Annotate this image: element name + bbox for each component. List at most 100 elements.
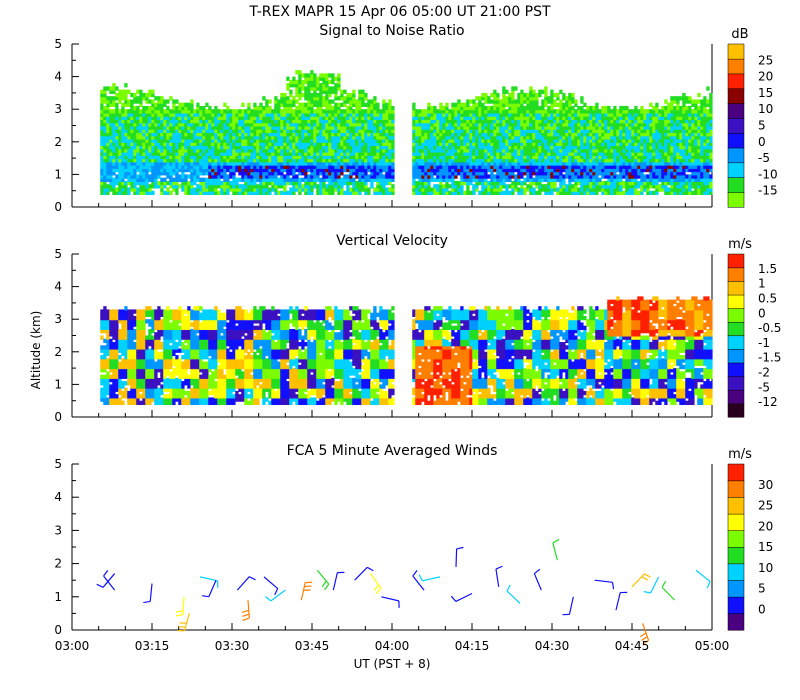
heatmap-cell xyxy=(199,112,203,117)
heatmap-cell xyxy=(445,187,449,192)
heatmap-cell xyxy=(202,145,206,150)
heatmap-cell xyxy=(160,102,164,107)
heatmap-cell xyxy=(139,141,143,147)
heatmap-cell xyxy=(346,92,350,98)
heatmap-cell xyxy=(295,180,299,186)
heatmap-cell xyxy=(436,190,440,195)
heatmap-cell xyxy=(139,109,143,114)
heatmap-cell xyxy=(217,174,221,179)
heatmap-cell xyxy=(373,105,377,111)
heatmap-cell xyxy=(118,154,122,160)
heatmap-cell xyxy=(505,171,509,176)
heatmap-cell xyxy=(310,187,314,192)
heatmap-cell xyxy=(562,118,566,124)
heatmap-cell xyxy=(163,180,167,186)
heatmap-cell xyxy=(457,171,461,176)
heatmap-cell xyxy=(517,171,521,176)
heatmap-cell xyxy=(121,187,125,192)
heatmap-cell xyxy=(274,184,278,189)
heatmap-cell xyxy=(535,184,539,189)
heatmap-cell xyxy=(499,174,503,179)
heatmap-cell xyxy=(520,89,524,94)
heatmap-cell xyxy=(550,132,554,137)
heatmap-cell xyxy=(232,161,236,166)
heatmap-cell xyxy=(424,180,428,186)
heatmap-cell xyxy=(289,99,293,104)
heatmap-cell xyxy=(430,115,434,121)
heatmap-cell xyxy=(469,132,473,137)
heatmap-cell xyxy=(472,174,476,179)
heatmap-cell xyxy=(313,89,317,94)
heatmap-cell xyxy=(550,102,554,107)
heatmap-cell xyxy=(511,174,515,179)
heatmap-cell xyxy=(424,184,428,189)
heatmap-cell xyxy=(262,190,266,195)
heatmap-cell xyxy=(544,109,548,114)
heatmap-cell xyxy=(448,167,452,173)
heatmap-cell xyxy=(229,151,233,156)
heatmap-cell xyxy=(313,180,317,186)
heatmap-cell xyxy=(205,158,209,163)
heatmap-cell xyxy=(214,158,218,163)
heatmap-cell xyxy=(526,164,530,169)
heatmap-cell xyxy=(130,128,134,134)
heatmap-cell xyxy=(232,112,236,117)
heatmap-cell xyxy=(535,141,539,147)
heatmap-cell xyxy=(472,148,476,153)
heatmap-cell xyxy=(472,167,476,173)
heatmap-cell xyxy=(493,132,497,137)
heatmap-cell xyxy=(580,158,584,163)
heatmap-cell xyxy=(424,109,428,114)
heatmap-cell xyxy=(265,154,269,160)
heatmap-cell xyxy=(343,102,347,107)
heatmap-cell xyxy=(247,158,251,163)
heatmap-cell xyxy=(133,135,137,140)
heatmap-cell xyxy=(280,180,284,186)
heatmap-cell xyxy=(247,177,251,182)
heatmap-cell xyxy=(496,145,500,150)
heatmap-cell xyxy=(469,122,473,127)
heatmap-cell xyxy=(574,171,578,176)
heatmap-cell xyxy=(439,105,443,111)
heatmap-cell xyxy=(331,158,335,163)
heatmap-cell xyxy=(499,158,503,163)
heatmap-cell xyxy=(571,174,575,179)
heatmap-cell xyxy=(229,171,233,176)
heatmap-cell xyxy=(115,109,119,114)
heatmap-cell xyxy=(586,109,590,114)
heatmap-cell xyxy=(541,115,545,121)
heatmap-cell xyxy=(310,148,314,153)
heatmap-cell xyxy=(499,190,503,195)
heatmap-cell xyxy=(250,177,254,182)
heatmap-cell xyxy=(331,105,335,111)
heatmap-cell xyxy=(544,92,548,98)
heatmap-cell xyxy=(259,145,263,150)
heatmap-cell xyxy=(505,167,509,173)
heatmap-cell xyxy=(379,115,383,121)
heatmap-cell xyxy=(262,184,266,189)
heatmap-cell xyxy=(541,151,545,156)
heatmap-cell xyxy=(550,138,554,143)
heatmap-cell xyxy=(529,102,533,107)
heatmap-cell xyxy=(232,125,236,130)
heatmap-cell xyxy=(283,109,287,114)
heatmap-cell xyxy=(550,122,554,127)
heatmap-cell xyxy=(544,138,548,143)
heatmap-cell xyxy=(475,105,479,111)
heatmap-cell xyxy=(229,112,233,117)
heatmap-cell xyxy=(181,161,185,166)
heatmap-cell xyxy=(178,141,182,147)
heatmap-cell xyxy=(250,115,254,121)
heatmap-cell xyxy=(187,151,191,156)
heatmap-cell xyxy=(586,154,590,160)
heatmap-cell xyxy=(307,141,311,147)
heatmap-cell xyxy=(166,145,170,150)
heatmap-cell xyxy=(532,177,536,182)
heatmap-cell xyxy=(277,151,281,156)
heatmap-cell xyxy=(574,145,578,150)
heatmap-cell xyxy=(178,184,182,189)
heatmap-cell xyxy=(421,184,425,189)
heatmap-cell xyxy=(382,154,386,160)
heatmap-cell xyxy=(145,167,149,173)
heatmap-cell xyxy=(559,154,563,160)
